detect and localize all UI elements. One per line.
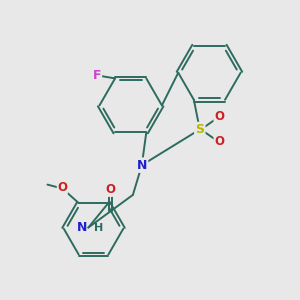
Text: O: O (57, 181, 67, 194)
Text: N: N (136, 159, 147, 172)
Text: S: S (195, 123, 204, 136)
Text: H: H (94, 223, 103, 232)
Text: N: N (76, 221, 87, 234)
Text: O: O (214, 136, 224, 148)
Text: F: F (93, 69, 101, 82)
Text: O: O (106, 183, 116, 196)
Text: O: O (214, 110, 224, 124)
